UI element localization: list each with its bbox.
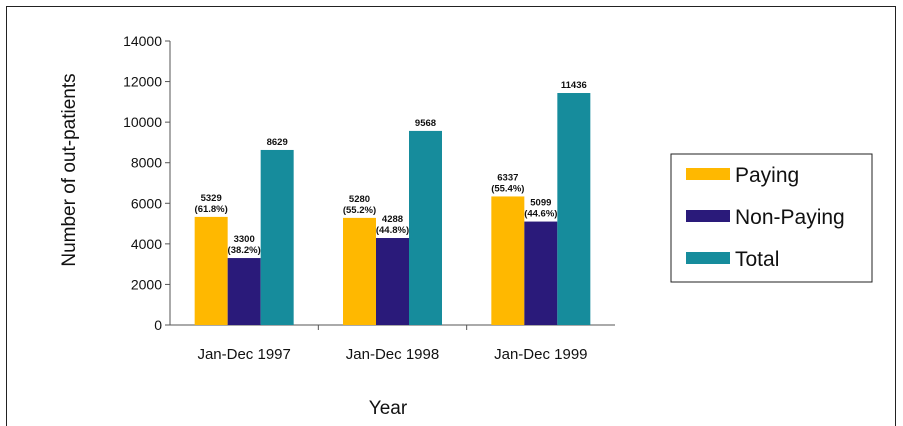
legend: Paying Non-Paying Total (670, 153, 873, 283)
x-tick-label: Jan-Dec 1998 (346, 346, 439, 363)
data-label: (61.8%) (195, 204, 228, 215)
legend-swatch (686, 168, 730, 180)
data-label: (44.6%) (524, 209, 557, 220)
data-labels: 5329(61.8%) 3300(38.2%) 8629 5280(55.2%) 428… (195, 80, 587, 256)
bar-non-paying (376, 238, 409, 325)
y-tick-label: 2000 (131, 276, 162, 292)
legend-label: Total (735, 248, 779, 271)
legend-swatch (686, 210, 730, 222)
data-label: 9568 (415, 118, 436, 129)
y-tick-label: 10000 (123, 114, 162, 130)
legend-label: Paying (735, 164, 799, 187)
y-tick-label: 12000 (123, 74, 162, 90)
data-label: 3300 (234, 234, 255, 245)
x-tick-label: Jan-Dec 1999 (494, 346, 587, 363)
y-tick-label: 6000 (131, 195, 162, 211)
data-label: 4288 (382, 214, 403, 225)
x-axis: Jan-Dec 1997 Jan-Dec 1998 Jan-Dec 1999 (170, 324, 615, 363)
data-label: 8629 (267, 137, 288, 148)
data-label: 5329 (201, 193, 222, 204)
bars (194, 93, 591, 325)
bar-total (260, 149, 294, 325)
legend-label: Non-Paying (735, 206, 845, 229)
bar-paying (491, 196, 525, 325)
data-label: 6337 (497, 172, 518, 183)
data-label: (38.2%) (228, 245, 261, 256)
bar-total (409, 130, 442, 325)
data-label: 5099 (530, 198, 551, 209)
x-axis-title: Year (369, 398, 408, 419)
y-tick-label: 0 (154, 317, 162, 333)
bar-paying (194, 216, 228, 325)
bar-paying (343, 217, 376, 325)
y-tick-label: 4000 (131, 236, 162, 252)
data-label: (55.2%) (343, 205, 376, 216)
y-axis: 0 2000 4000 6000 8000 10000 12000 14000 (123, 33, 171, 333)
bar-total (557, 93, 591, 325)
y-tick-label: 14000 (123, 33, 162, 49)
x-tick-label: Jan-Dec 1997 (197, 346, 290, 363)
data-label: (44.8%) (376, 225, 409, 236)
data-label: 5280 (349, 194, 370, 205)
data-label: (55.4%) (491, 183, 524, 194)
y-tick-label: 8000 (131, 155, 162, 171)
y-axis-title: Number of out-patients (59, 73, 80, 266)
bar-non-paying (227, 258, 261, 325)
bar-non-paying (524, 221, 558, 325)
data-label: 11436 (561, 80, 587, 91)
legend-swatch (686, 252, 730, 264)
chart-frame (6, 6, 896, 426)
